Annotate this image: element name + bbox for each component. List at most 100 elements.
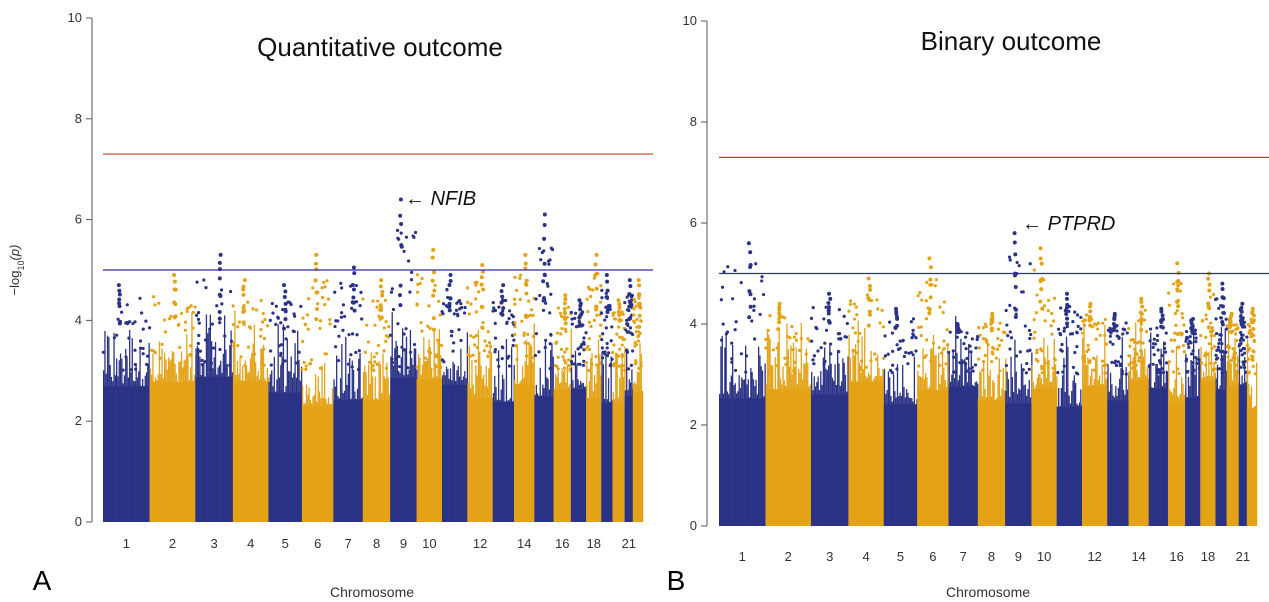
panel-b-point-column xyxy=(758,346,760,526)
panel-b-point-column xyxy=(926,377,928,526)
panel-b-point xyxy=(1234,332,1238,336)
panel-a-point xyxy=(486,354,490,358)
panel-a-point xyxy=(611,350,615,355)
panel-a-point xyxy=(228,363,232,368)
panel-a-point xyxy=(474,283,478,287)
panel-a-point-column xyxy=(564,368,566,522)
panel-b-point-column xyxy=(1159,370,1161,526)
panel-b-point xyxy=(917,325,921,329)
panel-a-peak-point xyxy=(241,320,246,325)
panel-b-peak-point xyxy=(1220,287,1225,292)
panel-a-point-column xyxy=(150,374,153,522)
panel-b-peak-point xyxy=(1013,252,1018,257)
panel-b-point-column xyxy=(1205,350,1207,526)
panel-b-point xyxy=(941,310,945,315)
panel-a-point xyxy=(347,333,351,337)
panel-a-point-column xyxy=(603,398,606,522)
panel-b-point xyxy=(752,304,756,308)
panel-b-point xyxy=(917,364,921,368)
panel-b-point-column xyxy=(733,385,735,526)
panel-b-peak-point xyxy=(894,311,899,316)
panel-a-point-column xyxy=(540,395,543,522)
panel-a-point-column xyxy=(444,375,446,522)
panel-b-point xyxy=(882,356,886,360)
panel-b-peak-point xyxy=(1064,305,1069,310)
panel-b-point-column xyxy=(1242,383,1245,526)
panel-b-point xyxy=(1224,350,1228,354)
panel-b-point xyxy=(1060,349,1064,353)
panel-a-point-column xyxy=(519,382,521,522)
panel-a-point xyxy=(623,301,627,305)
panel-b-point xyxy=(1056,371,1060,375)
panel-b-point-column xyxy=(729,382,731,526)
panel-a-point-column xyxy=(189,367,192,522)
panel-b-point-column xyxy=(737,391,739,526)
panel-b-point-column xyxy=(866,377,868,526)
panel-b-point-column xyxy=(1037,373,1040,526)
panel-b-point-column xyxy=(820,371,822,526)
panel-b-point xyxy=(1229,358,1234,362)
panel-a-point xyxy=(357,349,361,353)
panel-a-point-column xyxy=(362,397,364,522)
panel-b-point xyxy=(890,370,894,375)
panel-a-chromosome-7-points xyxy=(333,265,364,522)
panel-b-point-column xyxy=(1058,387,1060,526)
panel-b-point xyxy=(771,348,775,352)
panel-b-annotation-arrow: ← xyxy=(1022,213,1048,235)
panel-a-point-column xyxy=(247,372,249,522)
panel-a-point xyxy=(326,297,331,301)
panel-a-point-column xyxy=(258,378,261,522)
panel-a-xtick-label: 2 xyxy=(169,536,176,551)
panel-a-peak-point xyxy=(524,291,529,296)
panel-b-point xyxy=(1186,342,1190,346)
panel-a-point xyxy=(585,297,589,301)
panel-a-point xyxy=(286,325,290,329)
panel-b-point-column xyxy=(1128,371,1130,526)
panel-a-point-column xyxy=(188,380,190,522)
panel-a-point-column xyxy=(320,398,322,522)
panel-b-point xyxy=(753,337,757,341)
panel-a-point-column xyxy=(501,374,504,522)
panel-b-point-column xyxy=(779,378,782,526)
panel-b-point xyxy=(962,342,966,346)
panel-a-point-column xyxy=(560,382,562,522)
panel-b-point-column xyxy=(856,381,858,526)
panel-b-point-column xyxy=(829,345,831,526)
panel-a-point-column xyxy=(529,343,532,522)
panel-a-point xyxy=(620,355,624,359)
panel-b-peak-point xyxy=(895,316,900,321)
panel-a-point xyxy=(600,288,604,293)
panel-b-peak-point xyxy=(867,297,872,302)
panel-a-peak-point xyxy=(283,289,288,294)
panel-b-point xyxy=(1096,327,1100,331)
panel-a-point xyxy=(520,319,524,323)
panel-b-peak-point xyxy=(1088,309,1093,314)
panel-a-point xyxy=(427,349,431,353)
panel-a-point xyxy=(628,326,633,330)
panel-b-point xyxy=(1244,370,1248,374)
panel-a-point-column xyxy=(382,353,384,522)
panel-a-point-column xyxy=(615,352,617,522)
panel-b-point-column xyxy=(1144,348,1146,526)
panel-a-peak-point xyxy=(241,305,246,310)
panel-b-point xyxy=(1082,323,1087,327)
panel-b-point xyxy=(1193,332,1198,336)
panel-a-point xyxy=(612,343,616,347)
panel-b-point xyxy=(1147,364,1151,368)
panel-a-peak-point xyxy=(242,278,247,283)
panel-a-point-column xyxy=(278,377,281,522)
panel-a-point-column xyxy=(460,348,462,522)
panel-b-peak-point xyxy=(1139,299,1144,304)
panel-a-point-column xyxy=(264,378,266,522)
panel-a-point xyxy=(515,288,519,292)
panel-b-point-column xyxy=(1091,368,1093,526)
panel-b-point xyxy=(730,360,734,364)
panel-a-point xyxy=(295,361,299,365)
panel-a-point xyxy=(416,282,420,287)
panel-b-point-column xyxy=(1067,346,1069,526)
panel-a-point xyxy=(218,347,222,352)
panel-a-peak-point xyxy=(524,315,529,320)
panel-a-point xyxy=(570,362,574,366)
panel-a-point xyxy=(603,318,607,322)
panel-a-point xyxy=(373,323,377,327)
